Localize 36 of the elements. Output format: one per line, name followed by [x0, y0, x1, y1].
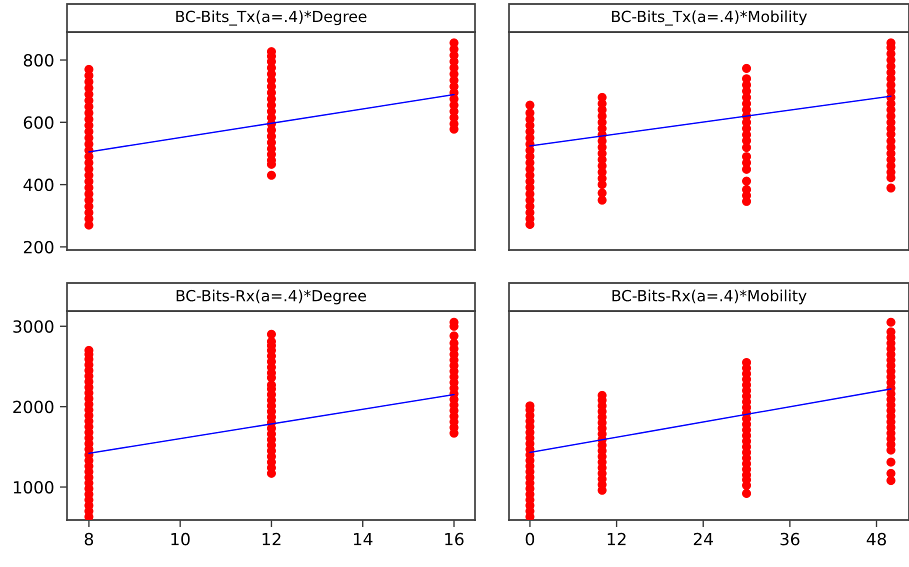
point [266, 330, 276, 339]
point [266, 170, 276, 180]
x-tick-label: 16 [445, 532, 464, 546]
point [598, 188, 607, 198]
point [886, 468, 896, 478]
point [450, 331, 459, 340]
y-tick-label: 400 [24, 178, 54, 192]
y-tick-label: 600 [24, 116, 54, 129]
y-tick-label: 200 [24, 240, 54, 254]
x-tick-label: 10 [171, 532, 190, 546]
y-tick-label: 3000 [13, 320, 54, 333]
x-tick-label: 12 [608, 532, 626, 546]
point [742, 64, 752, 73]
chart-title: BC-Bits-Rx(a=.4)*Degree [176, 290, 366, 304]
x-tick-label: 24 [694, 532, 713, 546]
point [525, 100, 534, 110]
point [450, 38, 459, 48]
x-tick-label: 36 [780, 532, 800, 546]
chart-title: BC-Bits_Tx(a=.4)*Degree [176, 10, 366, 26]
x-tick-label: 0 [526, 532, 534, 546]
point [742, 176, 752, 186]
chart-title: BC-Bits_Tx(a=.4)*Mobility [612, 10, 807, 26]
x-tick-label: 12 [262, 532, 280, 546]
point [886, 184, 896, 193]
point [525, 108, 534, 118]
chart-title: BC-Bits-Rx(a=.4)*Mobility [612, 290, 807, 304]
x-tick-label: 8 [84, 532, 94, 546]
point [886, 318, 896, 327]
x-tick-label: 14 [354, 533, 372, 546]
x-tick-label: 48 [866, 532, 886, 546]
point [742, 488, 752, 498]
y-tick-label: 1000 [14, 481, 54, 494]
point [598, 92, 607, 102]
y-tick-label: 800 [24, 54, 54, 67]
point [886, 458, 896, 467]
y-tick-label: 2000 [13, 400, 54, 414]
